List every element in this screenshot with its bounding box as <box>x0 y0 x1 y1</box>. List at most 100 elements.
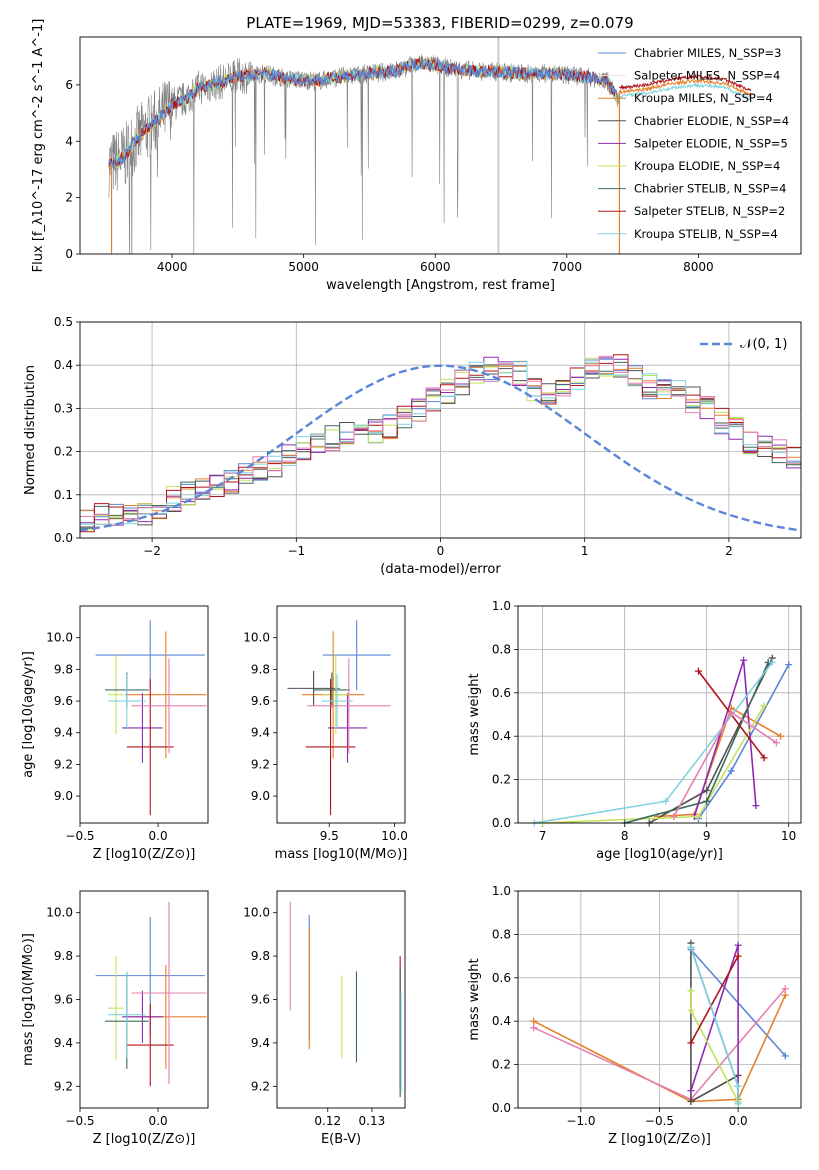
x-axis-label: Z [log10(Z/Z⊙)] <box>608 1132 711 1147</box>
series-marker-kroupa_miles <box>530 1017 538 1025</box>
series-line-kroupa_elodie <box>542 705 765 824</box>
x-tick-label: −2 <box>143 544 161 558</box>
x-tick-label: −0.5 <box>645 1114 674 1128</box>
y-tick-label: 6 <box>65 78 73 92</box>
x-tick-label: 7 <box>539 829 547 843</box>
x-tick-label: 8000 <box>683 260 714 274</box>
y-tick-label: 10.0 <box>46 631 73 645</box>
y-tick-label: 0.2 <box>492 773 511 787</box>
legend-entry: Salpeter ELODIE, N_SSP=5 <box>634 136 788 150</box>
y-tick-label: 0.3 <box>54 401 73 415</box>
x-tick-label: 10 <box>781 829 796 843</box>
x-tick-label: 0.13 <box>359 1114 386 1128</box>
series-marker-chabrier_elodie <box>687 1097 695 1105</box>
axes-frame <box>276 890 406 1109</box>
x-tick-label: 1 <box>581 544 589 558</box>
axes-frame <box>517 605 802 824</box>
y-axis-label: mass weight <box>467 673 482 755</box>
legend-entry: Kroupa ELODIE, N_SSP=4 <box>634 159 780 173</box>
series-marker-kroupa_elodie <box>687 1006 695 1014</box>
x-tick-label: −1.0 <box>566 1114 595 1128</box>
y-tick-label: 0.6 <box>492 971 511 985</box>
series-marker-pink <box>727 708 735 716</box>
y-tick-label: 9.8 <box>251 662 270 676</box>
series-marker-pink <box>530 1024 538 1032</box>
series-marker-salpeter_elodie <box>734 941 742 949</box>
y-tick-label: 9.2 <box>251 1079 270 1093</box>
series-marker-salpeter_stelib <box>760 754 768 762</box>
legend-entry: Kroupa MILES, N_SSP=4 <box>634 91 773 105</box>
x-tick-label: 9 <box>703 829 711 843</box>
model-extension-kroupa_stelib <box>618 81 752 100</box>
series-marker-salpeter_elodie <box>687 1087 695 1095</box>
y-tick-label: 9.6 <box>251 993 270 1007</box>
axes-frame <box>276 605 406 824</box>
series-marker-salpeter_elodie <box>752 802 760 810</box>
legend-entry: Kroupa STELIB, N_SSP=4 <box>634 227 778 241</box>
x-tick-label: 7000 <box>552 260 583 274</box>
x-axis-label: Z [log10(Z/Z⊙)] <box>93 847 196 862</box>
series-marker-chabrier_miles <box>785 661 793 669</box>
y-tick-label: 0.8 <box>492 927 511 941</box>
legend-entry: Chabrier MILES, N_SSP=3 <box>634 46 781 60</box>
y-axis-label: age [log10(age/yr)] <box>21 651 36 778</box>
y-tick-label: 4 <box>65 134 73 148</box>
x-tick-label: 8 <box>621 829 629 843</box>
y-tick-label: 9.6 <box>54 694 73 708</box>
series-marker-kroupa_stelib <box>734 1100 742 1108</box>
y-axis-label: mass weight <box>467 958 482 1040</box>
y-tick-label: 0.2 <box>492 1058 511 1072</box>
series-marker-kroupa_miles <box>776 732 784 740</box>
y-tick-label: 9.0 <box>251 789 270 803</box>
y-tick-label: 9.4 <box>251 726 270 740</box>
series-marker-salpeter_stelib <box>734 952 742 960</box>
y-tick-label: 9.4 <box>251 1036 270 1050</box>
y-tick-label: 9.4 <box>54 1036 73 1050</box>
y-tick-label: 9.4 <box>54 726 73 740</box>
series-marker-chabrier_elodie <box>703 786 711 794</box>
y-axis-label: mass [log10(M/M⊙)] <box>21 933 36 1066</box>
y-tick-label: 9.2 <box>54 757 73 771</box>
series-marker-kroupa_stelib <box>734 1082 742 1090</box>
x-tick-label: 9.5 <box>320 829 339 843</box>
series-marker-pink <box>772 739 780 747</box>
series-marker-chabrier_stelib <box>703 797 711 805</box>
y-tick-label: 1.0 <box>492 599 511 613</box>
axes-frame <box>79 321 802 539</box>
series-marker-pink <box>781 985 789 993</box>
series-marker-chabrier_miles <box>781 1052 789 1060</box>
y-tick-label: 10.0 <box>46 906 73 920</box>
y-tick-label: 0.6 <box>492 686 511 700</box>
figure-title: PLATE=1969, MJD=53383, FIBERID=0299, z=0… <box>246 14 633 32</box>
series-marker-kroupa_elodie <box>694 812 702 820</box>
model-fit-chabrier_miles <box>108 57 619 169</box>
y-tick-label: 9.2 <box>54 1079 73 1093</box>
y-tick-label: 10.0 <box>243 906 270 920</box>
y-tick-label: 0.1 <box>54 488 73 502</box>
y-tick-label: 9.2 <box>251 757 270 771</box>
y-tick-label: 10.0 <box>243 631 270 645</box>
series-line-kroupa_elodie <box>690 990 739 1102</box>
y-tick-label: 1.0 <box>492 884 511 898</box>
histogram-step-pink <box>80 355 801 526</box>
histogram-step-kroupa_stelib <box>80 360 801 525</box>
x-tick-label: 0.0 <box>729 1114 748 1128</box>
y-tick-label: 9.6 <box>251 694 270 708</box>
y-tick-label: 0.0 <box>492 1101 511 1115</box>
y-tick-label: 0.8 <box>492 642 511 656</box>
x-axis-label: Z [log10(Z/Z⊙)] <box>93 1132 196 1147</box>
legend-entry: Salpeter MILES, N_SSP=4 <box>634 69 780 83</box>
series-marker-kroupa_stelib <box>662 797 670 805</box>
y-tick-label: 9.6 <box>54 993 73 1007</box>
x-tick-label: 0.12 <box>314 1114 341 1128</box>
model-extension-kroupa_miles <box>618 77 752 98</box>
y-tick-label: 0.4 <box>54 358 73 372</box>
gaussian-curve <box>79 364 802 532</box>
y-tick-label: 0 <box>65 247 73 261</box>
x-axis-label: wavelength [Angstrom, rest frame] <box>326 278 555 293</box>
model-extension-salpeter_stelib <box>618 73 752 92</box>
series-marker-kroupa_elodie <box>687 987 695 995</box>
x-tick-label: 4000 <box>157 260 188 274</box>
series-line-kroupa_stelib <box>534 661 773 824</box>
